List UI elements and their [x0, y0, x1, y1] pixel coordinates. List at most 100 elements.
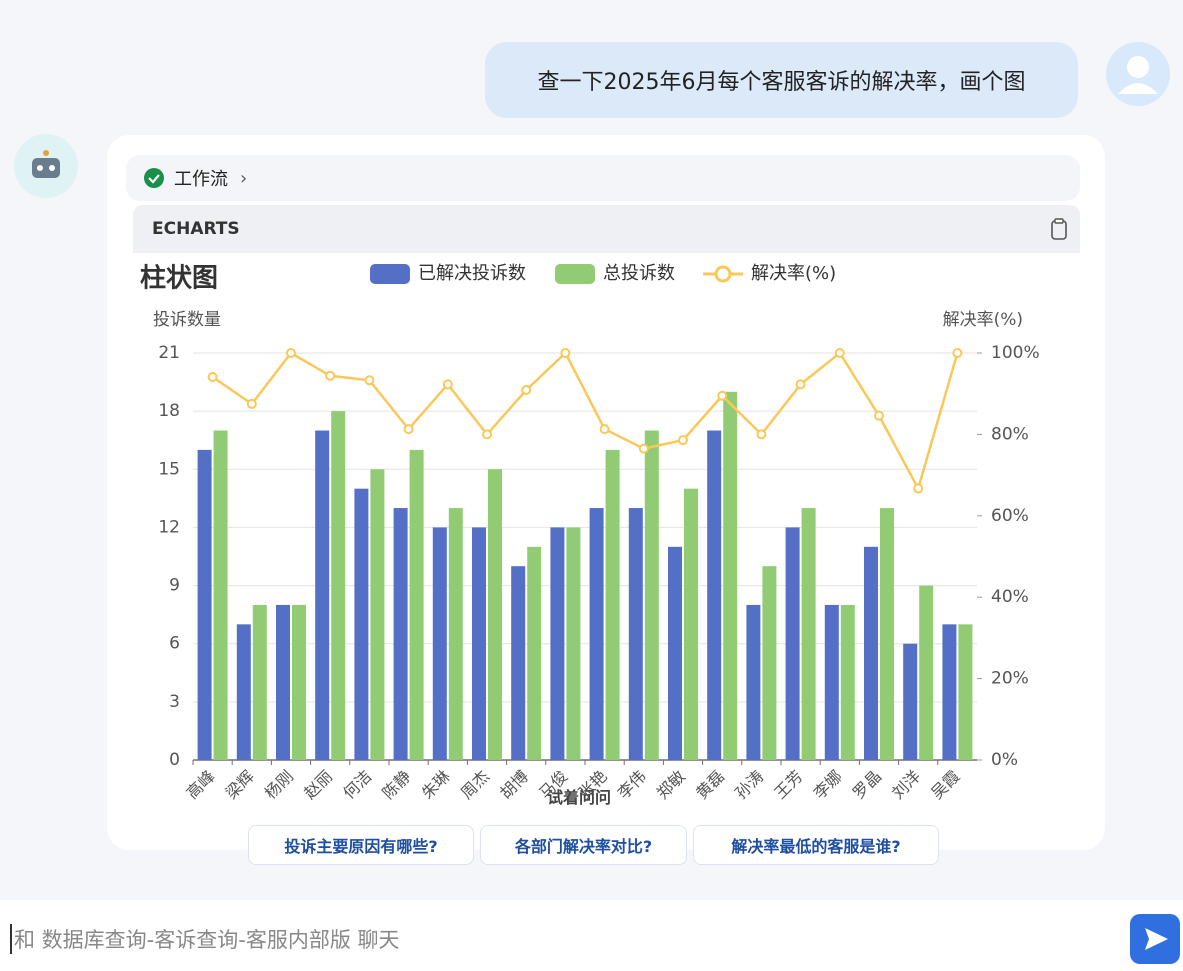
bar: [197, 449, 212, 760]
line-point: [286, 348, 296, 358]
input-field[interactable]: 和 数据库查询-客诉查询-客服内部版 聊天: [10, 924, 400, 954]
bar: [589, 508, 604, 760]
bar: [354, 488, 369, 760]
x-tick-label: 郑敏: [653, 767, 689, 803]
x-tick-label: 李伟: [614, 767, 650, 803]
y2-tick-label: 0%: [991, 750, 1018, 770]
bot-avatar: [14, 134, 78, 198]
y2-tick-label: 100%: [991, 343, 1040, 363]
x-tick-label: 胡博: [496, 767, 532, 803]
legend-swatch: [370, 264, 410, 284]
x-tick-label: 马俊: [535, 767, 571, 803]
bar: [252, 604, 267, 760]
bar: [628, 508, 643, 760]
x-tick-label: 赵丽: [300, 767, 336, 803]
line: [211, 350, 959, 492]
y-tick-label: 15: [158, 459, 180, 479]
x-tick-label: 孙涛: [731, 767, 767, 803]
bar: [903, 643, 918, 760]
bar: [958, 624, 973, 760]
bar: [668, 546, 682, 760]
legend-label: 已解决投诉数: [418, 263, 526, 284]
line-point: [207, 372, 218, 383]
line-point: [403, 424, 414, 435]
bar: [605, 449, 620, 760]
bar: [801, 508, 816, 760]
line-point: [678, 435, 688, 446]
line-point: [246, 398, 257, 409]
bar: [785, 527, 800, 760]
line-point: [482, 429, 492, 440]
bar: [236, 624, 251, 760]
line-point: [913, 483, 924, 494]
bar: [527, 546, 542, 760]
line-point: [442, 379, 453, 390]
suggestion[interactable]: 解决率最低的客服是谁?: [693, 825, 939, 865]
bar: [472, 527, 486, 760]
bar: [393, 508, 408, 760]
line-point: [325, 370, 336, 381]
bar: [315, 430, 330, 760]
y2-tick-label: 20%: [991, 669, 1029, 689]
x-tick-label: 梁辉: [222, 767, 258, 803]
bar: [409, 449, 424, 760]
bar: [919, 585, 934, 760]
chart-panel-header: ECHARTS: [133, 205, 1080, 253]
send-icon: [1145, 928, 1168, 950]
bar: [511, 566, 526, 760]
suggestion[interactable]: 各部门解决率对比?: [480, 825, 687, 865]
y2-tick-label: 60%: [991, 506, 1029, 526]
x-tick-label: 张艳: [575, 767, 611, 803]
x-tick-label: 吴霞: [927, 767, 963, 803]
x-tick-label: 刘洋: [888, 767, 924, 803]
line-point: [599, 424, 610, 435]
suggestion[interactable]: 投诉主要原因有哪些?: [248, 825, 474, 865]
y-tick-label: 12: [158, 517, 180, 537]
bar: [644, 430, 659, 760]
legend-label: 解决率(%): [751, 263, 836, 284]
line-point: [717, 390, 728, 401]
workflow-label: 工作流: [174, 169, 228, 190]
user-icon: [1118, 56, 1158, 94]
bar: [213, 430, 228, 760]
line-point: [521, 385, 532, 396]
bar: [292, 604, 306, 760]
chart-title: 柱状图: [140, 264, 218, 294]
y2-tick-label: 40%: [991, 587, 1029, 607]
line-point: [364, 375, 375, 386]
x-tick-label: 何洁: [339, 767, 375, 803]
bar: [488, 469, 502, 760]
x-tick-label: 陈静: [379, 767, 415, 803]
line-point: [795, 379, 806, 390]
copy-icon[interactable]: [1040, 216, 1080, 242]
y-tick-label: 18: [158, 401, 180, 421]
line-point: [756, 429, 767, 440]
x-tick-label: 高峰: [183, 767, 219, 803]
bar: [723, 391, 738, 760]
user-message: 查一下2025年6月每个客服客诉的解决率，画个图: [485, 42, 1078, 118]
bar: [684, 488, 698, 760]
bar: [762, 566, 777, 760]
y-tick-label: 21: [158, 343, 180, 363]
x-tick-label: 李娜: [810, 767, 846, 803]
line-point: [874, 410, 884, 421]
line-point: [952, 348, 963, 358]
bar: [550, 527, 565, 760]
y2-axis-label: 解决率(%): [943, 310, 1023, 330]
y-tick-label: 6: [169, 634, 180, 654]
legend-swatch: [714, 265, 732, 283]
user-avatar: [1106, 42, 1170, 106]
send-button[interactable]: [1130, 914, 1180, 964]
bar: [707, 430, 722, 760]
bar: [448, 508, 463, 760]
y2-tick-label: 80%: [991, 424, 1029, 444]
y-axis-label: 投诉数量: [153, 310, 221, 330]
line-point: [560, 348, 571, 358]
x-tick-label: 杨刚: [261, 767, 297, 803]
panel-label: ECHARTS: [152, 219, 240, 239]
workflow-bar[interactable]: 工作流 ›: [126, 155, 1080, 201]
x-tick-label: 朱琳: [418, 767, 454, 803]
bar: [370, 469, 385, 760]
